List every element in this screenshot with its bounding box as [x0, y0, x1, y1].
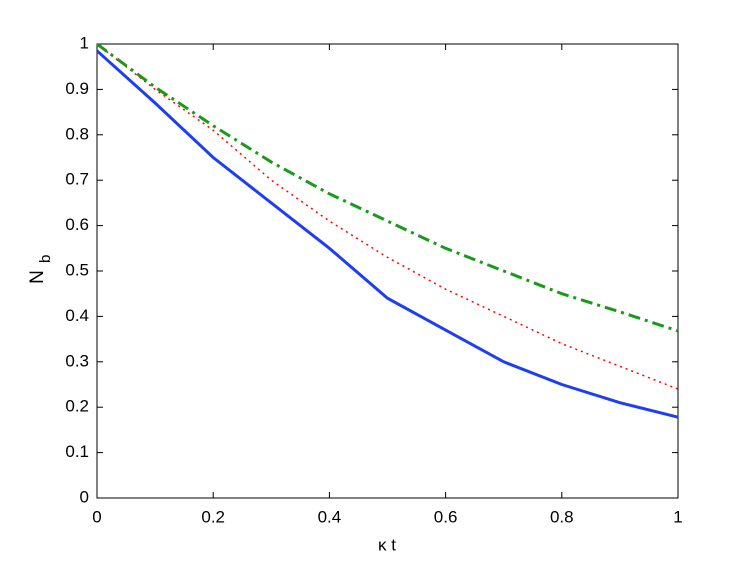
x-tick-label: 0.4	[318, 507, 342, 526]
y-axis-label-main: N	[27, 270, 48, 284]
y-tick-label: 0.2	[65, 397, 89, 416]
y-tick-label: 0	[80, 487, 89, 506]
series-line	[95, 49, 679, 419]
series-line	[96, 42, 679, 333]
y-tick-label: 0.8	[65, 124, 89, 143]
y-tick-label: 0.1	[65, 442, 89, 461]
y-axis-label: N b	[27, 255, 54, 284]
series-line	[96, 43, 679, 390]
x-tick-label: 0.6	[434, 507, 458, 526]
y-tick-label: 0.6	[65, 215, 89, 234]
x-tick-label: 0	[92, 507, 101, 526]
y-tick-label: 1	[80, 33, 89, 52]
y-axis-label-sub: b	[37, 255, 54, 263]
y-tick-label: 0.4	[65, 306, 89, 325]
x-tick-label: 0.2	[201, 507, 225, 526]
y-tick-label: 0.7	[65, 170, 89, 189]
y-tick-label: 0.9	[65, 79, 89, 98]
x-axis-label: κ t	[378, 535, 396, 554]
y-tick-label: 0.3	[65, 351, 89, 370]
x-tick-label: 1	[673, 507, 682, 526]
y-tick-label: 0.5	[65, 260, 89, 279]
x-tick-label: 0.8	[550, 507, 574, 526]
